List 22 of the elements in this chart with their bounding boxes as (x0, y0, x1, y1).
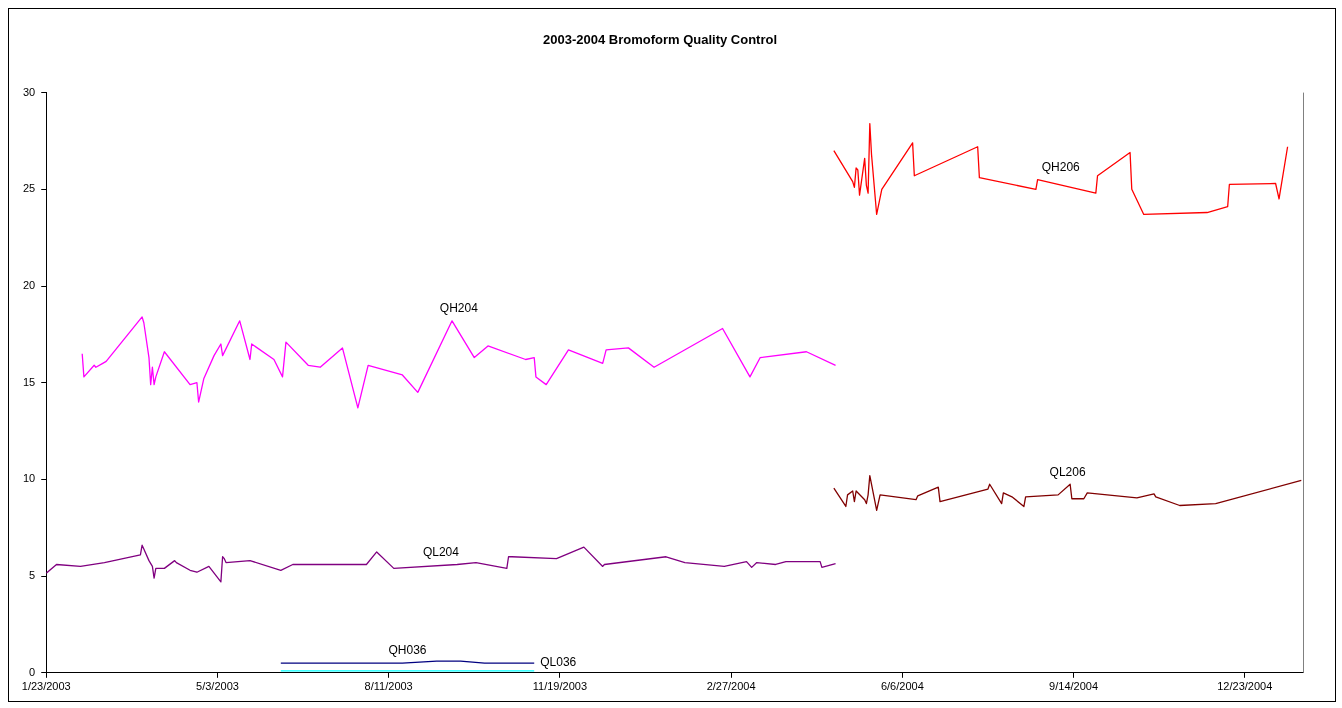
y-tick-label: 5 (29, 569, 36, 582)
series-label: QL204 (422, 544, 460, 559)
series-label: QH036 (388, 643, 427, 658)
x-tick-label: 1/23/2003 (21, 680, 71, 693)
y-tick-label: 30 (22, 85, 36, 98)
x-tick-label: 5/3/2003 (196, 680, 239, 693)
x-tick-label: 2/27/2004 (706, 680, 756, 693)
x-tick-label: 8/11/2003 (364, 680, 413, 693)
x-tick-label: 9/14/2004 (1049, 680, 1099, 693)
y-tick-label: 10 (22, 472, 36, 485)
y-tick-label: 15 (22, 375, 36, 388)
y-tick-label: 25 (22, 182, 36, 195)
x-tick-label: 11/19/2003 (532, 680, 588, 693)
series-label: QL206 (1049, 464, 1086, 479)
y-tick-label: 0 (29, 665, 36, 678)
chart-title: 2003-2004 Bromoform Quality Control (542, 32, 778, 48)
series-label: QH204 (439, 301, 479, 316)
series-label: QH206 (1041, 159, 1081, 174)
x-tick-label: 12/23/2004 (1217, 680, 1273, 693)
x-tick-label: 6/6/2004 (880, 680, 924, 693)
series-label: QL036 (540, 655, 577, 670)
y-tick-label: 20 (22, 279, 36, 292)
